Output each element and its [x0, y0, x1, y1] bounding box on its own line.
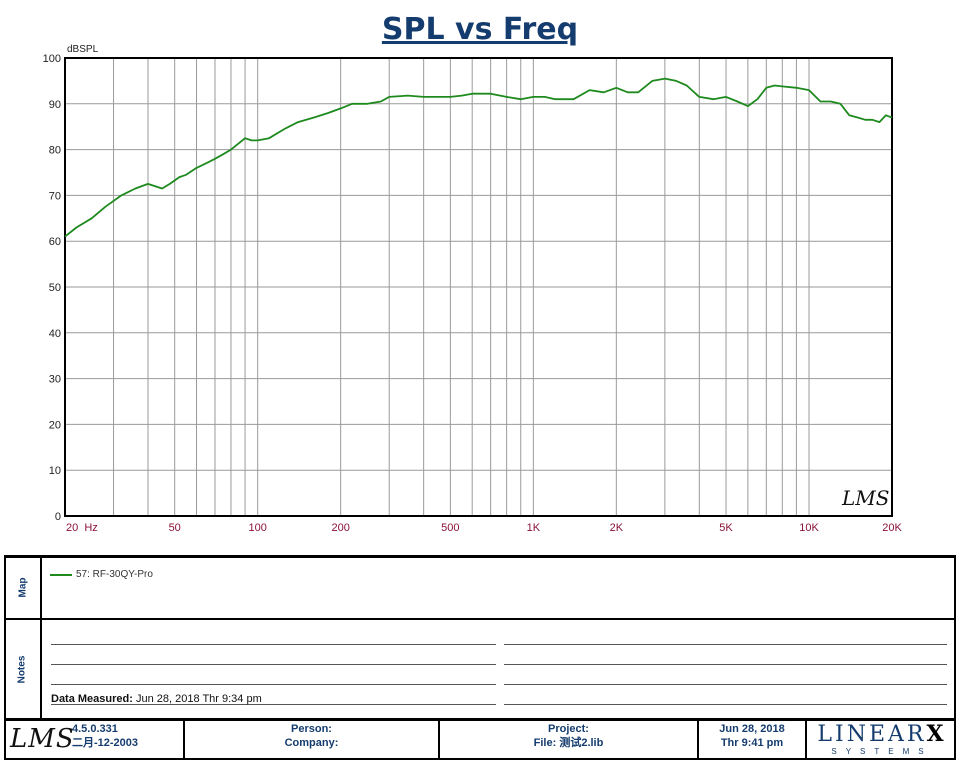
note-line: [51, 644, 496, 645]
y-axis-ticks: 0 10 20 30 40 50 60 70 80 90 100: [43, 53, 61, 523]
lms-plot-logo: LMS: [842, 486, 890, 510]
y-tick-label: 30: [49, 374, 61, 386]
y-tick-label: 0: [55, 511, 61, 523]
data-measured: Data Measured: Jun 28, 2018 Thr 9:34 pm: [51, 693, 262, 705]
date-cell: Jun 28, 2018 Thr 9:41 pm: [699, 722, 805, 758]
version: 4.5.0.331: [72, 723, 118, 735]
y-tick-label: 10: [49, 465, 61, 477]
y-tick-label: 20: [49, 419, 61, 431]
divider-bottom: [4, 758, 956, 760]
project-cell: Project: File: 测试2.lib: [440, 722, 697, 758]
x-tick-label: 100: [249, 522, 267, 534]
y-tick-label: 100: [43, 53, 61, 65]
note-line: [504, 684, 947, 685]
linearx-subtitle: SYSTEMS: [831, 747, 933, 756]
legend-swatch: [50, 573, 72, 576]
x-tick-label: 200: [331, 522, 349, 534]
series-layer: [64, 77, 893, 238]
map-legend-entry: 57: RF-30QY-Pro: [50, 569, 153, 580]
outer-border-left: [4, 556, 6, 760]
file-label: File: 测试2.lib: [533, 737, 604, 749]
version-date: 二月-12-2003: [72, 737, 139, 749]
grid: [64, 57, 893, 517]
data-measured-label: Data Measured:: [51, 693, 133, 705]
x-tick-label: 20 Hz: [66, 522, 98, 534]
notes-label: Notes: [16, 655, 28, 684]
divider-top: [4, 555, 956, 558]
footer-divider-1: [183, 720, 185, 759]
x-tick-label: 20K: [882, 522, 902, 534]
linearx-wordmark: LINEARX: [808, 722, 956, 747]
x-tick-label: 10K: [799, 522, 819, 534]
linearx-main: LINEAR: [817, 722, 927, 747]
note-line: [504, 664, 947, 665]
person-label: Person:: [291, 723, 332, 735]
y-tick-label: 70: [49, 190, 61, 202]
divider-map-notes: [4, 618, 956, 620]
x-axis-ticks: 20 Hz 50 100 200 500 1K 2K 5K 10K 20K: [66, 522, 902, 534]
y-axis-label: dBSPL: [67, 44, 99, 55]
linearx-x: X: [926, 721, 947, 747]
y-tick-label: 80: [49, 145, 61, 157]
map-label: Map: [17, 577, 29, 598]
x-tick-label: 50: [169, 522, 181, 534]
plot-frame: [64, 57, 893, 517]
x-tick-label: 2K: [610, 522, 624, 534]
linearx-logo: LINEARX SYSTEMS: [808, 722, 956, 757]
y-tick-label: 90: [49, 99, 61, 111]
x-tick-label: 5K: [719, 522, 733, 534]
y-tick-label: 60: [49, 236, 61, 248]
footer-divider-3: [697, 720, 699, 759]
label-column-divider: [40, 556, 42, 719]
footer-date: Jun 28, 2018: [719, 723, 785, 735]
y-tick-label: 40: [49, 328, 61, 340]
note-line: [51, 684, 496, 685]
note-line: [504, 644, 947, 645]
person-cell: Person: Company:: [185, 722, 438, 758]
lms-footer-logo: LMS: [10, 724, 75, 754]
x-tick-label: 500: [441, 522, 459, 534]
chart-title: SPL vs Freq: [381, 12, 579, 47]
footer-time: Thr 9:41 pm: [720, 737, 784, 749]
series-line: [64, 77, 893, 238]
footer-divider-2: [438, 720, 440, 759]
company-label: Company:: [284, 737, 339, 749]
note-line: [51, 664, 496, 665]
note-line: [504, 704, 947, 705]
outer-border-right: [954, 556, 956, 760]
note-line: [51, 704, 496, 705]
legend-text: 57: RF-30QY-Pro: [76, 569, 153, 580]
x-tick-label: 1K: [527, 522, 541, 534]
y-tick-label: 50: [49, 282, 61, 294]
data-measured-value: Jun 28, 2018 Thr 9:34 pm: [135, 693, 262, 705]
version-cell: 4.5.0.331 二月-12-2003: [72, 722, 180, 758]
divider-notes-footer: [4, 718, 956, 721]
project-label: Project:: [548, 723, 589, 735]
footer-divider-4: [805, 720, 807, 759]
